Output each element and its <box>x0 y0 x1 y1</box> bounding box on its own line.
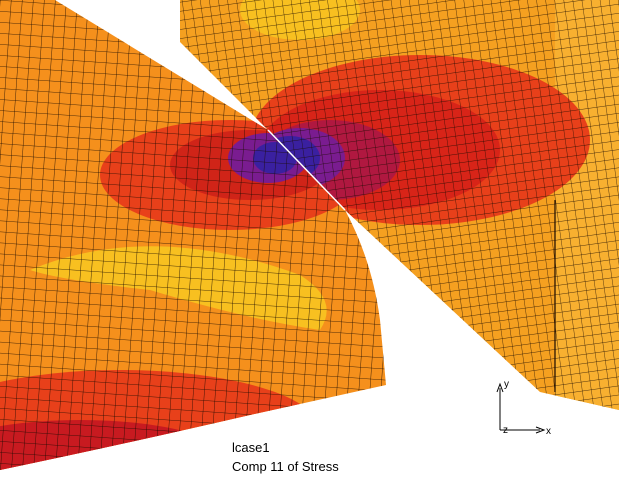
axis-z-label: z <box>503 425 508 436</box>
axis-y-label: y <box>504 379 509 390</box>
axis-x-label: x <box>546 426 551 437</box>
axis-triad: y x z <box>496 379 551 437</box>
load-case: lcase1 <box>232 440 270 455</box>
result-name: Comp 11 of Stress <box>232 459 339 474</box>
